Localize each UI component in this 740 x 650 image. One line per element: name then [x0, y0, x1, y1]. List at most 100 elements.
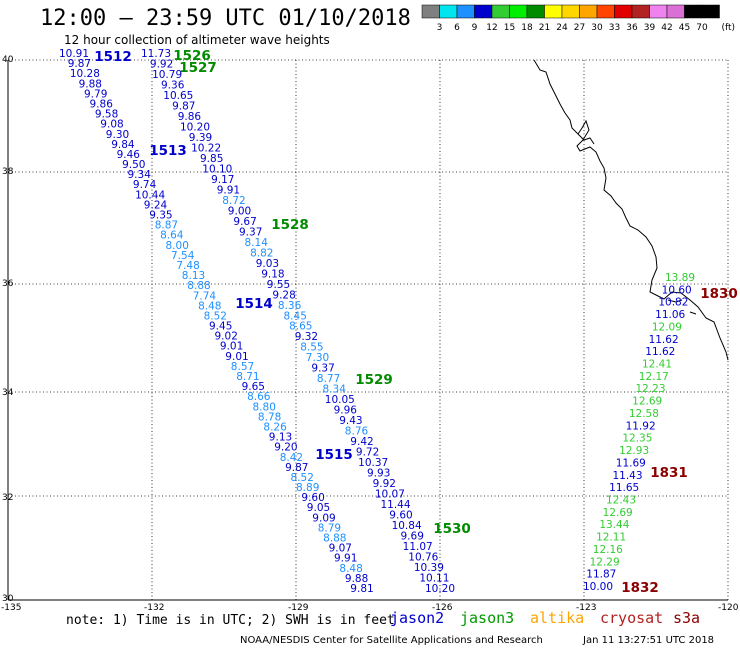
wave-height-value: 8.82 — [250, 247, 273, 259]
color-scale-swatch — [544, 4, 563, 19]
wave-height-value: 10.22 — [191, 142, 221, 154]
lon-tick-label: -126 — [432, 603, 453, 613]
wave-height-value: 12.93 — [619, 445, 649, 457]
wave-height-value: 9.37 — [239, 226, 262, 238]
island-2-map-shape — [689, 311, 697, 315]
pass-label-1513: 1513 — [149, 143, 187, 159]
wave-height-value: 9.60 — [301, 492, 324, 504]
wave-height-value: 9.88 — [345, 573, 368, 585]
wave-height-value: 8.55 — [300, 342, 323, 354]
wave-height-value: 8.48 — [198, 300, 221, 312]
coastline-map-shape — [533, 59, 729, 361]
color-scale-swatch — [509, 4, 528, 19]
page-title: 12:00 – 23:59 UTC 01/10/2018 — [40, 6, 411, 31]
wave-height-value: 9.85 — [200, 153, 223, 165]
wave-height-value: 9.17 — [211, 174, 234, 186]
wave-height-value: 9.84 — [111, 139, 135, 151]
wave-height-value: 8.42 — [280, 452, 303, 464]
wave-height-value: 9.87 — [68, 58, 91, 70]
wave-height-value: 9.07 — [329, 543, 352, 555]
wave-height-value: 12.69 — [632, 396, 662, 408]
wave-height-value: 9.30 — [106, 129, 129, 141]
wave-height-value: 10.76 — [408, 552, 438, 564]
color-scale-swatch — [456, 4, 475, 19]
wave-height-value: 11.06 — [655, 309, 685, 321]
lon-tick-label: -120 — [718, 603, 739, 613]
wave-height-value: 9.86 — [178, 111, 202, 123]
color-scale-label: 36 — [626, 23, 638, 33]
color-scale: 3 6 9 12 15 18 21 24 27 30 33 36 39 42 45 70 (ft) — [421, 4, 735, 33]
wave-height-value: 9.32 — [295, 331, 318, 343]
wave-height-value: 13.89 — [665, 272, 695, 284]
wave-height-value: 8.65 — [289, 321, 312, 333]
wave-height-value: 8.80 — [253, 401, 276, 413]
wave-height-value: 9.24 — [144, 199, 168, 211]
color-scale-swatch — [439, 4, 458, 19]
color-scale-label: 70 — [696, 23, 708, 33]
pass-label-1514: 1514 — [235, 296, 273, 312]
pass-label-1526: 1526 — [173, 48, 211, 64]
wave-height-value: 9.93 — [367, 468, 390, 480]
pass-label-1530: 1530 — [433, 521, 471, 537]
legend-cryosat: cryosat — [600, 609, 664, 627]
wave-height-value: 9.35 — [149, 210, 172, 222]
wave-height-value: 12.69 — [603, 507, 633, 519]
wave-height-value: 12.58 — [629, 408, 659, 420]
wave-height-value: 8.52 — [291, 472, 314, 484]
wave-height-value: 8.72 — [222, 195, 245, 207]
wave-height-value: 8.14 — [245, 237, 269, 249]
wave-height-value: 9.37 — [311, 363, 334, 375]
wave-height-value: 9.01 — [225, 351, 248, 363]
wave-height-value: 10.20 — [180, 121, 210, 133]
wave-height-value: 8.87 — [155, 220, 178, 232]
wave-height-value: 9.42 — [350, 436, 373, 448]
color-scale-label: 27 — [574, 23, 585, 33]
color-scale-swatch — [614, 4, 633, 19]
lon-tick-label: -135 — [1, 603, 21, 613]
credit-line: NOAA/NESDIS Center for Satellite Applica… — [240, 635, 543, 646]
wave-height-value: 9.60 — [389, 510, 412, 522]
wave-height-value: 8.88 — [187, 280, 210, 292]
wave-height-value: 8.77 — [317, 373, 340, 385]
wave-height-value: 12.16 — [593, 544, 623, 556]
wave-height-value: 9.50 — [122, 159, 145, 171]
wave-height-value: 9.91 — [217, 184, 240, 196]
color-scale-label: 30 — [591, 23, 603, 33]
wave-height-value: 13.44 — [599, 519, 629, 531]
wave-height-value: 12.43 — [606, 495, 636, 507]
island-map-shape — [667, 299, 683, 303]
wave-height-value: 10.79 — [152, 69, 182, 81]
wave-height-value: 10.60 — [662, 284, 692, 296]
color-scale-swatch — [684, 4, 703, 19]
color-scale-label: 15 — [504, 23, 515, 33]
wave-height-value: 8.52 — [204, 311, 227, 323]
wave-height-value: 9.02 — [215, 331, 238, 343]
wave-height-value: 9.86 — [90, 99, 114, 111]
wave-height-value: 9.91 — [334, 553, 357, 565]
map-frame — [7, 59, 729, 601]
wave-height-value: 10.11 — [419, 573, 449, 585]
wave-height-value: 10.05 — [325, 394, 355, 406]
wave-height-value: 9.13 — [269, 432, 292, 444]
footer-note: note: 1) Time is in UTC; 2) SWH is in fe… — [66, 613, 395, 628]
wave-height-value: 7.30 — [306, 352, 329, 364]
wave-height-value: 12.23 — [635, 383, 665, 395]
color-scale-label: 9 — [472, 23, 478, 33]
wave-height-value: 7.74 — [193, 290, 217, 302]
wave-height-value: 8.13 — [182, 270, 205, 282]
wave-height-value: 9.55 — [267, 279, 290, 291]
wave-height-value: 9.92 — [150, 59, 173, 71]
color-scale-label: 24 — [556, 23, 568, 33]
wave-height-value: 7.48 — [176, 260, 199, 272]
wave-height-value: 8.79 — [318, 522, 341, 534]
lon-tick-label: -123 — [576, 603, 596, 613]
wave-height-value: 8.57 — [231, 361, 254, 373]
wave-height-value: 11.65 — [609, 482, 639, 494]
wave-height-value: 10.44 — [135, 189, 165, 201]
color-scale-label: 18 — [521, 23, 533, 33]
wave-height-value: 11.62 — [649, 334, 679, 346]
wave-height-value: 11.73 — [141, 48, 171, 60]
color-scale-label: 33 — [609, 23, 620, 33]
pass-label-1831: 1831 — [650, 465, 688, 481]
wave-height-value: 9.43 — [339, 415, 362, 427]
